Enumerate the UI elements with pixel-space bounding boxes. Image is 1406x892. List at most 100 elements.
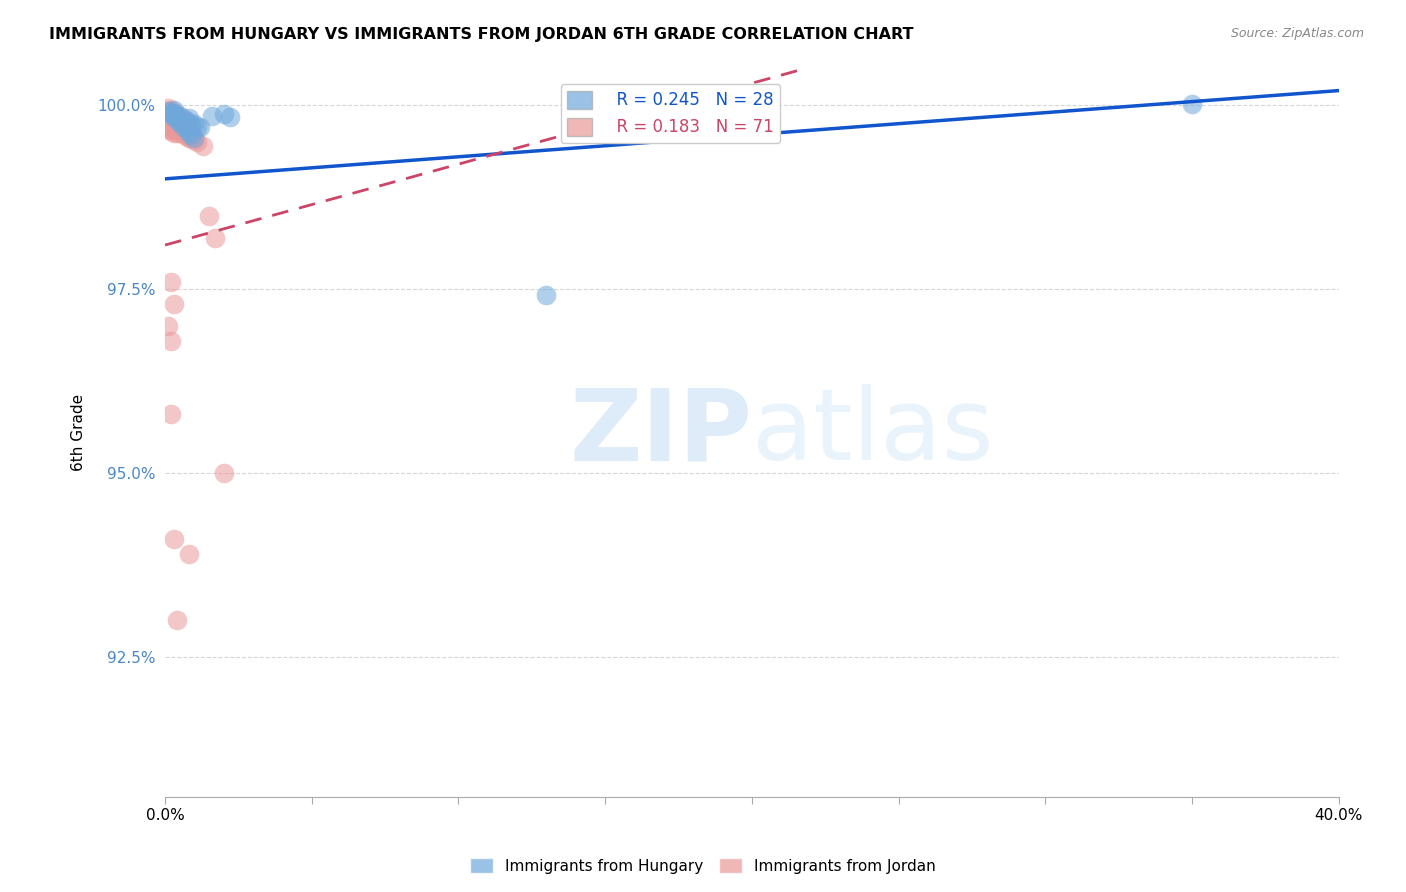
Point [156, 119, 179, 133]
Point [156, 318, 179, 333]
Point [166, 109, 188, 123]
Point [160, 124, 183, 138]
Y-axis label: 6th Grade: 6th Grade [72, 394, 86, 471]
Point [177, 111, 200, 125]
Point [163, 112, 186, 126]
Point [174, 126, 197, 140]
Point [169, 113, 191, 128]
Point [536, 288, 558, 302]
Point [174, 121, 197, 136]
Point [160, 112, 183, 127]
Point [166, 122, 188, 136]
Point [169, 110, 191, 124]
Point [186, 135, 208, 149]
Point [218, 110, 240, 124]
Point [163, 123, 186, 137]
Point [156, 101, 179, 115]
Point [156, 104, 179, 119]
Point [166, 119, 188, 133]
Point [177, 128, 200, 143]
Point [163, 105, 186, 120]
Point [160, 275, 183, 289]
Point [163, 114, 186, 128]
Point [174, 114, 197, 128]
Point [169, 119, 191, 133]
Point [169, 116, 191, 130]
Legend: Immigrants from Hungary, Immigrants from Jordan: Immigrants from Hungary, Immigrants from… [464, 852, 942, 880]
Point [166, 108, 188, 122]
Point [174, 129, 197, 144]
Point [156, 116, 179, 130]
Point [201, 109, 224, 123]
Point [180, 125, 202, 139]
Point [1181, 96, 1204, 111]
Point [180, 128, 202, 142]
Point [163, 103, 186, 117]
Point [177, 120, 200, 134]
Point [166, 117, 188, 131]
Point [172, 118, 194, 132]
Point [169, 109, 191, 123]
Point [172, 115, 194, 129]
Point [163, 120, 186, 135]
Point [166, 613, 188, 627]
Point [198, 209, 221, 223]
Point [172, 112, 194, 127]
Point [160, 121, 183, 136]
Point [174, 113, 197, 128]
Point [172, 124, 194, 138]
Point [163, 117, 186, 131]
Point [163, 533, 186, 547]
Point [183, 130, 205, 145]
Point [177, 125, 200, 139]
Point [156, 121, 179, 136]
Point [156, 110, 179, 124]
Point [166, 111, 188, 125]
Point [166, 113, 188, 128]
Text: ZIP: ZIP [569, 384, 752, 481]
Point [174, 120, 197, 135]
Point [160, 105, 183, 120]
Point [160, 106, 183, 120]
Point [193, 139, 215, 153]
Text: Source: ZipAtlas.com: Source: ZipAtlas.com [1230, 27, 1364, 40]
Point [160, 115, 183, 129]
Point [172, 113, 194, 128]
Point [188, 120, 211, 135]
Point [160, 334, 183, 348]
Point [169, 121, 191, 136]
Point [180, 130, 202, 145]
Point [212, 466, 235, 480]
Point [177, 117, 200, 131]
Point [160, 103, 183, 118]
Point [163, 126, 186, 140]
Point [166, 126, 188, 140]
Point [183, 117, 205, 131]
Point [169, 116, 191, 130]
Text: IMMIGRANTS FROM HUNGARY VS IMMIGRANTS FROM JORDAN 6TH GRADE CORRELATION CHART: IMMIGRANTS FROM HUNGARY VS IMMIGRANTS FR… [49, 27, 914, 42]
Point [160, 114, 183, 128]
Point [160, 118, 183, 132]
Point [177, 131, 200, 145]
Point [177, 122, 200, 136]
Legend:   R = 0.245   N = 28,   R = 0.183   N = 71: R = 0.245 N = 28, R = 0.183 N = 71 [561, 84, 780, 143]
Point [160, 109, 183, 123]
Point [166, 120, 188, 134]
Point [177, 547, 200, 561]
Point [160, 107, 183, 121]
Point [172, 127, 194, 141]
Point [212, 107, 235, 121]
Point [160, 407, 183, 421]
Point [156, 107, 179, 121]
Point [163, 297, 186, 311]
Point [163, 109, 186, 123]
Point [174, 117, 197, 131]
Point [163, 110, 186, 124]
Point [172, 119, 194, 133]
Text: atlas: atlas [752, 384, 994, 481]
Point [183, 133, 205, 147]
Point [156, 113, 179, 128]
Point [163, 105, 186, 120]
Point [166, 113, 188, 128]
Point [172, 121, 194, 136]
